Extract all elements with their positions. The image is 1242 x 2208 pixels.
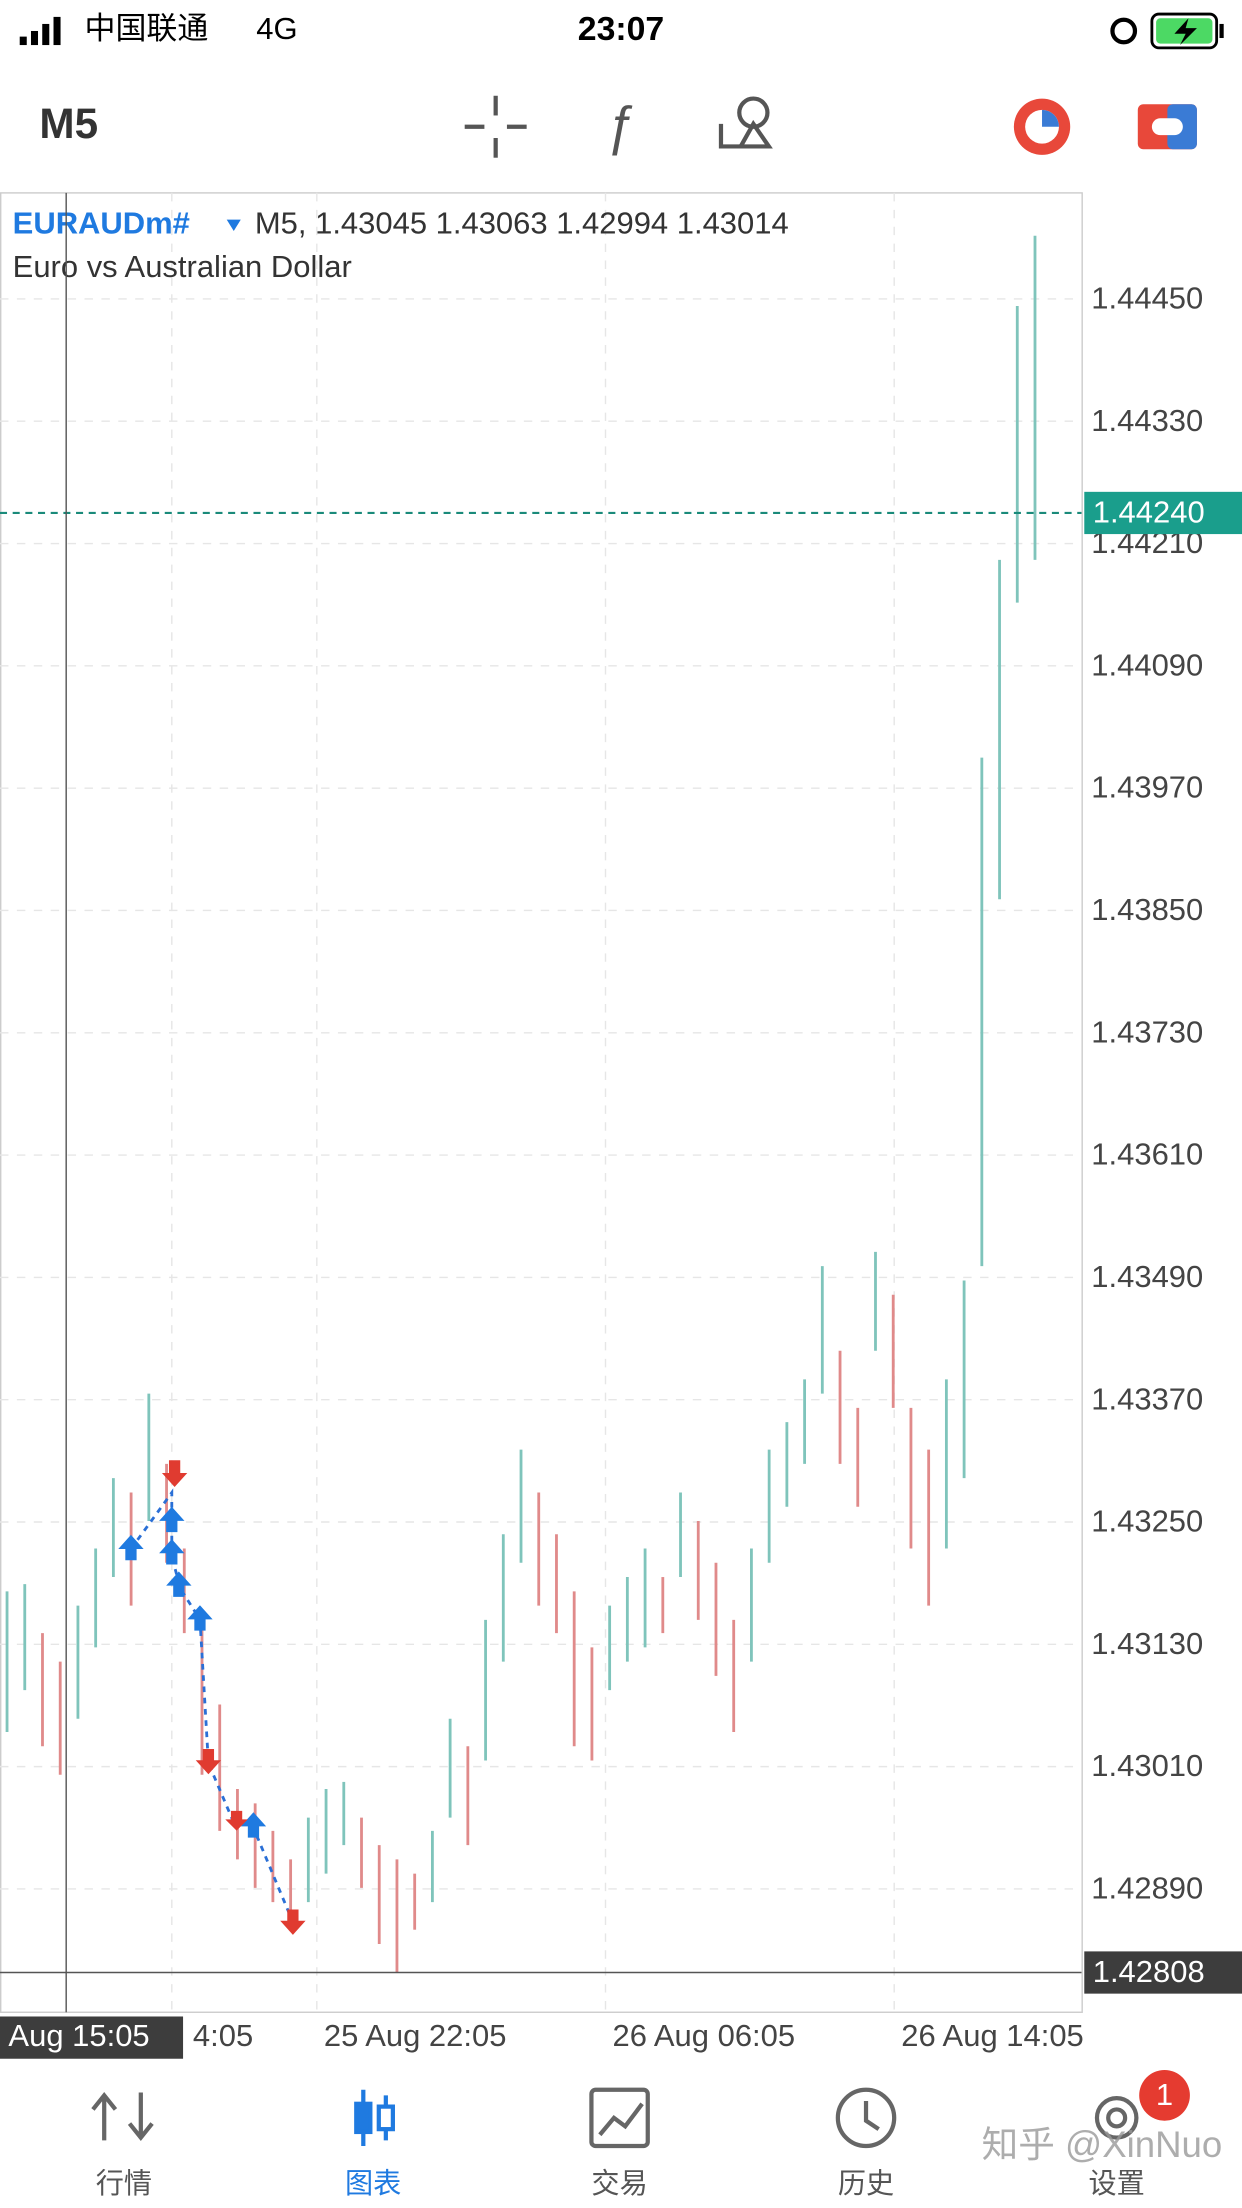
tab-label[interactable]: 设置 <box>1089 2168 1145 2199</box>
crosshair-price-box <box>1084 1951 1242 1994</box>
x-tick-label: 25 Aug 22:05 <box>324 2018 507 2053</box>
symbol[interactable]: EURAUDm# <box>13 205 190 240</box>
y-tick-label: 1.43250 <box>1091 1504 1203 1539</box>
quote-line: M5, 1.43045 1.43063 1.42994 1.43014 <box>255 205 789 240</box>
alarm-icon <box>1110 17 1138 45</box>
badge <box>1139 2070 1190 2121</box>
signal-icon <box>19 16 61 46</box>
clock: 23:07 <box>578 10 664 48</box>
y-tick-label: 1.44330 <box>1091 403 1203 438</box>
watermark: 知乎 @XinNuo <box>982 2124 1223 2165</box>
network: 4G <box>256 11 297 46</box>
tab-icons <box>91 2087 1139 2149</box>
chart-frame <box>0 192 1083 2013</box>
y-tick-label: 1.43370 <box>1091 1381 1203 1416</box>
y-tick-label: 1.44450 <box>1091 281 1203 316</box>
y-tick-label: 1.43490 <box>1091 1259 1203 1294</box>
objects-button[interactable] <box>718 96 773 149</box>
crosshair-button[interactable] <box>464 95 527 158</box>
y-tick-label: 1.43130 <box>1091 1626 1203 1661</box>
current-price-label: 1.44240 <box>1093 495 1205 530</box>
trade-button[interactable] <box>1013 98 1071 155</box>
y-tick-label: 1.44090 <box>1091 647 1203 682</box>
account-button[interactable] <box>1137 104 1197 150</box>
description: Euro vs Australian Dollar <box>13 249 352 284</box>
carrier: 中国联通 <box>84 11 208 46</box>
y-tick-label: 1.43850 <box>1091 892 1203 927</box>
y-tick-label: 1.43970 <box>1091 770 1203 805</box>
tab-bar: 1 知乎 @XinNuo 行情 图表 交易 历史 设置 <box>91 2070 1223 2199</box>
x-tick-label: 26 Aug 14:05 <box>901 2018 1084 2053</box>
indicators-button[interactable]: ƒ <box>605 97 635 157</box>
symbol-dropdown[interactable] <box>226 219 241 231</box>
current-price-box <box>1084 491 1242 535</box>
badge-count: 1 <box>1156 2077 1173 2112</box>
timeframe[interactable]: M5 <box>39 100 98 147</box>
y-tick-label: 1.42890 <box>1091 1871 1203 1906</box>
y-tick-label: 1.43610 <box>1091 1137 1203 1172</box>
grid: 1.444501.443301.442101.440901.439701.438… <box>0 192 1203 2013</box>
crosshair-time-box <box>0 2016 184 2059</box>
tab-label[interactable]: 行情 <box>96 2168 152 2199</box>
overlays: 1.44240 1.42808 4:05 25 Aug 22:05 26 Aug 06:… <box>0 192 1242 2059</box>
x-tick-label: 4:05 <box>193 2018 253 2053</box>
y-tick-label: 1.43010 <box>1091 1748 1203 1783</box>
price-bars <box>5 235 1037 1973</box>
tab-label[interactable]: 历史 <box>838 2168 894 2199</box>
crosshair-price-label: 1.42808 <box>1093 1954 1205 1989</box>
tab-label[interactable]: 交易 <box>591 2168 647 2199</box>
y-tick-label: 1.43730 <box>1091 1014 1203 1049</box>
crosshair-time-label: Aug 15:05 <box>8 2018 149 2053</box>
x-tick-label: 26 Aug 06:05 <box>613 2018 796 2053</box>
tab-label[interactable]: 图表 <box>345 2168 401 2199</box>
battery-icon <box>1150 12 1224 50</box>
trade-markers <box>118 1460 306 1935</box>
